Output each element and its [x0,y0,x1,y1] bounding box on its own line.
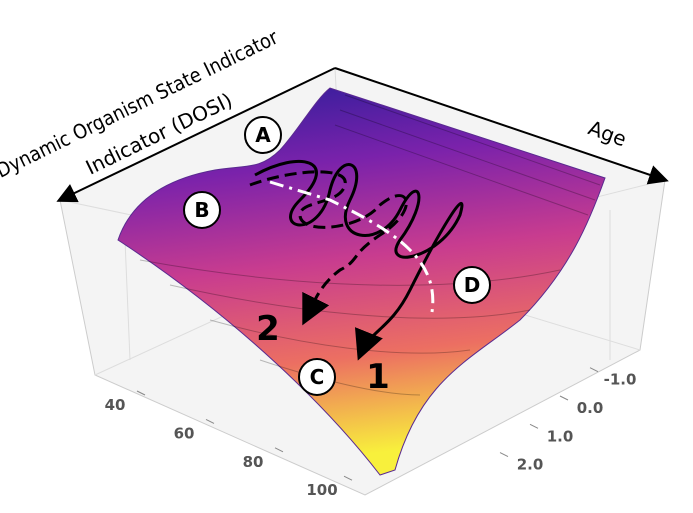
annotation: 2 [256,309,280,349]
x-tick [136,390,146,396]
y-tick [559,395,569,401]
y-tick [499,452,509,458]
age-axis-arrow [334,67,669,185]
reference-path [269,180,435,313]
annotation: C [310,365,325,389]
annotation: 1 [366,357,390,397]
contours [139,94,601,396]
marker-circle [298,358,336,396]
marker-circle [244,116,282,154]
x-tick [274,447,284,453]
y-tick-label: 0.0 [577,399,604,417]
x-tick [205,418,215,424]
trajectories [249,159,464,361]
x-tick [343,475,353,481]
x-tick-label: 100 [306,481,337,499]
x-tick-label: 60 [174,424,195,442]
y-tick-label: -1.0 [604,371,637,389]
marker-circle [183,191,221,229]
annotation: A [255,123,271,147]
y-tick-label: 1.0 [547,427,574,445]
y-tick [589,367,599,373]
x-tick-label: 40 [105,396,126,414]
x-tick-label: 80 [243,453,264,471]
annotation: D [464,273,481,297]
y-tick-label: 2.0 [517,456,544,474]
annotations: A B C D 1 2 [183,116,491,397]
surface [117,87,606,476]
dosi-axis-arrow [56,67,336,203]
annotation: B [194,198,209,222]
x-label: Age [585,116,630,152]
marker-circle [453,266,491,304]
y-tick [529,423,539,429]
